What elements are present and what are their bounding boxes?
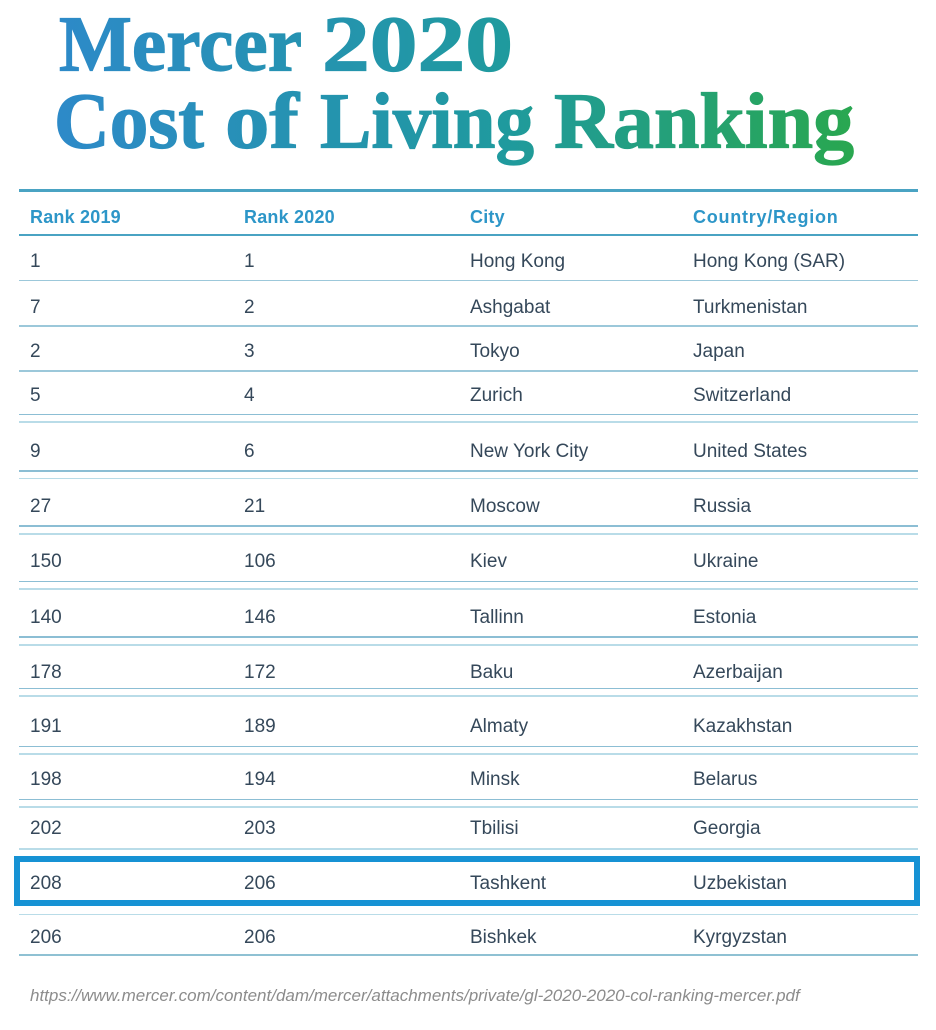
svg-text:Mercer2020: Mercer 2020: [59, 2, 513, 89]
svg-text:CostofLivingRanking: Cost of Living Ranking: [54, 79, 854, 166]
